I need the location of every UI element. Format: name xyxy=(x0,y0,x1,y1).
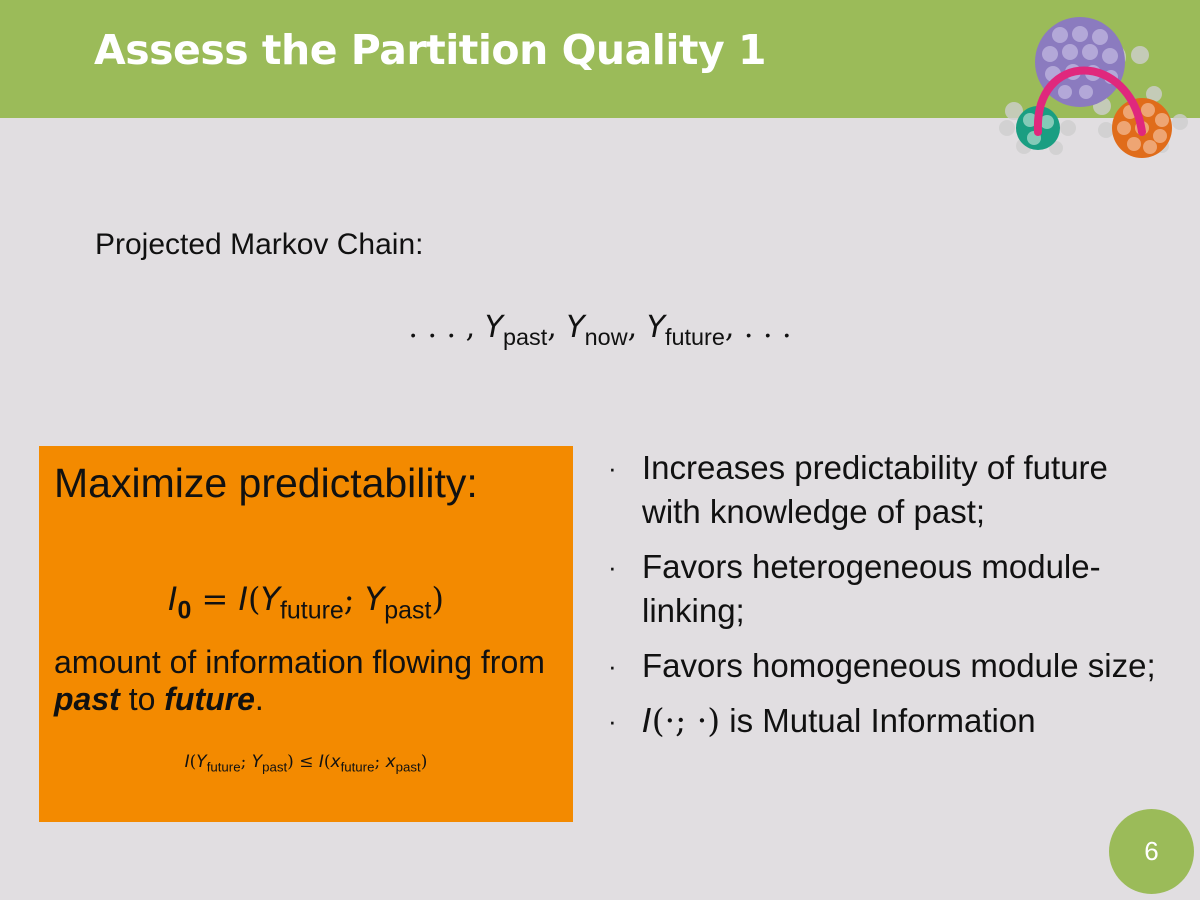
ineq-fn-right: I xyxy=(318,752,324,772)
formula-sub-future: future xyxy=(279,596,344,625)
bullet-dot-icon: · xyxy=(608,651,617,681)
bullet-text: Increases predictability of future with … xyxy=(642,449,1108,530)
ineq-fn-left: I xyxy=(184,752,190,772)
ineq-x-future: x xyxy=(330,752,341,772)
ineq-x-past: x xyxy=(385,752,396,772)
bullet-text: Favors homogeneous module size; xyxy=(642,647,1156,684)
data-processing-inequality: I(Yfuture; Ypast) ≤ I(xfuture; xpast) xyxy=(184,752,428,775)
desc-text-mid: to xyxy=(119,681,165,717)
chain-sub-future: future xyxy=(665,324,725,351)
chain-sub-now: now xyxy=(584,324,628,351)
formula-equals: = xyxy=(191,580,239,618)
ineq-sub-y-past: past xyxy=(262,759,288,775)
maximize-predictability-box: Maximize predictability: I0 = I(Yfuture;… xyxy=(39,446,573,822)
list-item: · Increases predictability of future with… xyxy=(608,446,1168,534)
chain-y-now: Y xyxy=(566,310,585,345)
chain-sub-past: past xyxy=(503,324,548,351)
box-title: Maximize predictability: xyxy=(54,460,478,506)
network-modules-logo-icon xyxy=(999,17,1188,158)
ineq-y-future: Y xyxy=(196,752,207,772)
bullet-dot-icon: · xyxy=(608,552,617,582)
mi-text: is Mutual Information xyxy=(720,702,1036,739)
formula-sub-past: past xyxy=(384,596,432,625)
predictability-description: amount of information flowing from past … xyxy=(54,644,569,718)
chain-y-future: Y xyxy=(646,310,666,345)
page-number-badge: 6 xyxy=(1109,809,1194,894)
ineq-sub-y-future: future xyxy=(206,759,241,775)
desc-text-start: amount of information flowing from xyxy=(54,644,545,680)
mi-fn: I xyxy=(642,701,652,740)
formula-lhs: I xyxy=(168,580,178,618)
title-bar: Assess the Partition Quality 1 xyxy=(0,0,1200,118)
bullet-dot-icon: · xyxy=(608,706,617,736)
ineq-leq: ≤ xyxy=(293,752,319,772)
bullet-dot-icon: · xyxy=(608,453,617,483)
list-item: · I(·; ·) is Mutual Information xyxy=(608,699,1168,743)
ineq-sub-x-past: past xyxy=(395,759,421,775)
predictability-formula: I0 = I(Yfuture; Ypast) xyxy=(39,580,573,626)
desc-text-end: . xyxy=(254,681,264,717)
desc-emphasis-future: future xyxy=(164,681,255,717)
formula-open-paren: ( xyxy=(247,580,261,618)
chain-comma-1: , xyxy=(547,310,557,345)
formula-close-paren: ) xyxy=(431,580,444,618)
ineq-y-past: Y xyxy=(251,752,263,772)
list-item: · Favors heterogeneous module-linking; xyxy=(608,545,1168,633)
formula-lhs-sub: 0 xyxy=(177,596,192,625)
slide-title: Assess the Partition Quality 1 xyxy=(94,26,767,74)
markov-chain-sequence: . . . , Ypast, Ynow, Yfuture, . . . xyxy=(0,310,1200,351)
formula-fn: I xyxy=(238,580,248,618)
formula-y-future: Y xyxy=(260,580,280,618)
chain-y-past: Y xyxy=(484,310,504,345)
bullet-text: Favors heterogeneous module-linking; xyxy=(642,548,1101,629)
mi-args: (·; ·) xyxy=(651,701,721,740)
chain-trailing-dots: , . . . xyxy=(724,310,792,345)
projected-markov-chain-label: Projected Markov Chain: xyxy=(95,228,424,261)
formula-semicolon: ; xyxy=(343,580,355,618)
formula-y-past: Y xyxy=(364,580,385,618)
ineq-sub-x-future: future xyxy=(340,759,375,775)
desc-emphasis-past: past xyxy=(54,681,120,717)
properties-bullet-list: · Increases predictability of future with… xyxy=(608,446,1168,754)
chain-leading-dots: . . . , xyxy=(408,310,476,345)
chain-comma-2: , xyxy=(627,310,638,345)
list-item: · Favors homogeneous module size; xyxy=(608,644,1168,688)
